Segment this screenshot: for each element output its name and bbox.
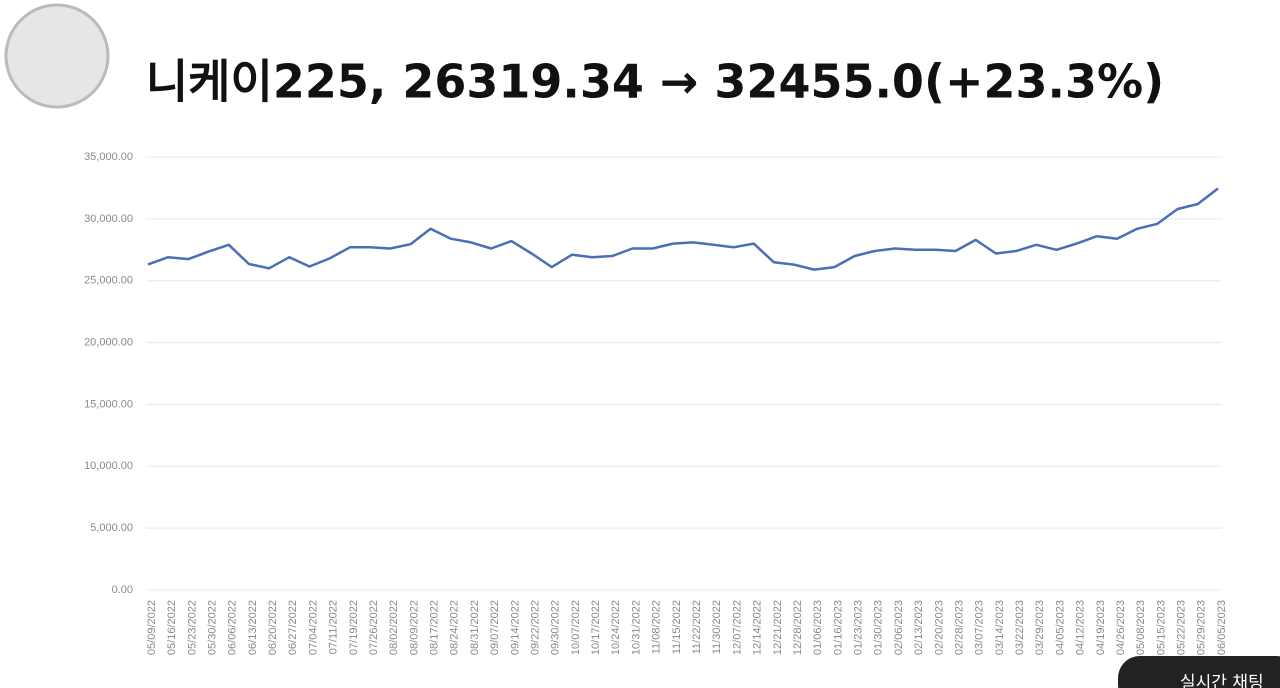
x-tick-label: 01/16/2023 <box>832 600 844 655</box>
x-tick-label: 09/30/2022 <box>550 600 562 655</box>
x-tick-label: 04/05/2023 <box>1054 600 1066 655</box>
x-tick-label: 11/08/2022 <box>651 600 663 654</box>
x-tick-label: 06/05/2023 <box>1216 600 1228 655</box>
x-tick-label: 01/06/2023 <box>812 600 824 655</box>
x-tick-label: 05/08/2023 <box>1135 600 1147 655</box>
chat-button[interactable] <box>1118 656 1280 688</box>
x-tick-label: 03/22/2023 <box>1014 600 1026 655</box>
x-tick-label: 11/22/2022 <box>691 600 703 654</box>
x-tick-label: 10/24/2022 <box>610 600 622 655</box>
x-tick-label: 06/06/2022 <box>227 600 239 655</box>
x-tick-label: 02/06/2023 <box>893 600 905 655</box>
chart-title: 니케이225, 26319.34 → 32455.0(+23.3%) <box>146 55 1164 109</box>
x-tick-label: 11/15/2022 <box>671 600 683 654</box>
x-tick-label: 01/23/2023 <box>853 600 865 655</box>
x-tick-label: 09/22/2022 <box>529 600 541 655</box>
price-line <box>147 187 1219 271</box>
x-tick-label: 12/28/2022 <box>792 600 804 655</box>
x-tick-label: 10/17/2022 <box>590 600 602 655</box>
x-tick-label: 12/21/2022 <box>772 600 784 655</box>
x-tick-label: 05/16/2022 <box>166 600 178 655</box>
x-tick-label: 07/26/2022 <box>368 600 380 655</box>
x-tick-label: 09/14/2022 <box>509 600 521 655</box>
x-tick-label: 05/22/2023 <box>1176 600 1188 655</box>
x-tick-label: 05/23/2022 <box>186 600 198 655</box>
plot: 0.00 5,000.00 10,000.00 15,000.00 20,000.00 2… <box>84 151 1228 655</box>
x-tick-label: 08/31/2022 <box>469 600 481 655</box>
y-tick-label: 25,000.00 <box>84 275 133 287</box>
x-tick-label: 04/26/2023 <box>1115 600 1127 655</box>
y-tick-label: 20,000.00 <box>84 336 133 348</box>
x-tick-label: 06/20/2022 <box>267 600 279 655</box>
x-tick-label: 07/11/2022 <box>328 600 340 654</box>
x-tick-label: 08/24/2022 <box>449 600 461 655</box>
x-tick-label: 11/30/2022 <box>711 600 723 654</box>
x-tick-label: 01/30/2023 <box>873 600 885 655</box>
x-tick-label: 10/07/2022 <box>570 600 582 655</box>
y-tick-label: 10,000.00 <box>84 460 133 472</box>
channel-logo <box>4 3 110 109</box>
y-tick-label: 15,000.00 <box>84 398 133 410</box>
x-tick-label: 04/12/2023 <box>1075 600 1087 655</box>
x-tick-label: 04/19/2023 <box>1095 600 1107 655</box>
x-tick-label: 05/15/2023 <box>1155 600 1167 655</box>
x-tick-label: 03/07/2023 <box>974 600 986 655</box>
x-tick-label: 10/31/2022 <box>630 600 642 655</box>
x-tick-label: 09/07/2022 <box>489 600 501 655</box>
x-tick-label: 03/29/2023 <box>1034 600 1046 655</box>
x-tick-label: 05/30/2022 <box>206 600 218 655</box>
x-tick-label: 08/02/2022 <box>388 600 400 655</box>
x-tick-label: 12/14/2022 <box>752 600 764 655</box>
y-tick-label: 0.00 <box>112 584 133 596</box>
x-tick-label: 08/17/2022 <box>429 600 441 655</box>
x-tick-label: 03/14/2023 <box>994 600 1006 655</box>
x-tick-label: 05/09/2022 <box>146 600 158 655</box>
y-tick-label: 35,000.00 <box>84 151 133 163</box>
chat-button-label[interactable]: 실시간 채팅 <box>1180 673 1264 688</box>
x-tick-label: 06/13/2022 <box>247 600 259 655</box>
y-tick-label: 30,000.00 <box>84 213 133 225</box>
x-tick-label: 05/29/2023 <box>1196 600 1208 655</box>
x-tick-label: 02/13/2023 <box>913 600 925 655</box>
x-tick-label: 02/28/2023 <box>953 600 965 655</box>
x-tick-label: 06/27/2022 <box>287 600 299 655</box>
x-tick-label: 08/09/2022 <box>408 600 420 655</box>
x-tick-label: 12/07/2022 <box>731 600 743 655</box>
y-tick-label: 5,000.00 <box>90 522 133 534</box>
x-tick-label: 02/20/2023 <box>933 600 945 655</box>
x-tick-label: 07/04/2022 <box>307 600 319 655</box>
x-tick-label: 07/19/2022 <box>348 600 360 655</box>
